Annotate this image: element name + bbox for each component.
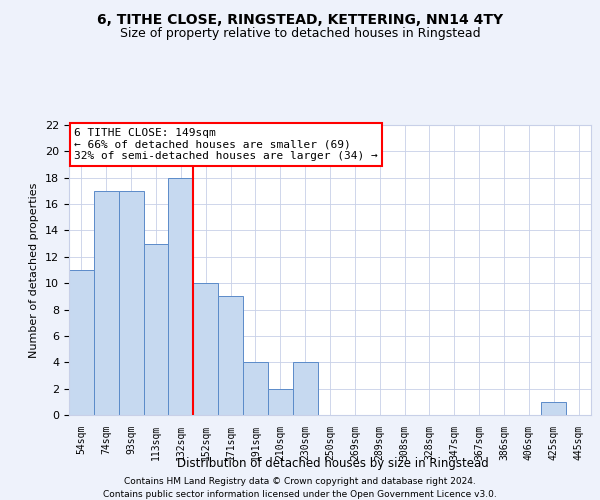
Bar: [268, 388, 293, 415]
Bar: [218, 296, 243, 415]
Y-axis label: Number of detached properties: Number of detached properties: [29, 182, 40, 358]
Bar: [69, 270, 94, 415]
Text: 6 TITHE CLOSE: 149sqm
← 66% of detached houses are smaller (69)
32% of semi-deta: 6 TITHE CLOSE: 149sqm ← 66% of detached …: [74, 128, 378, 161]
Text: Contains public sector information licensed under the Open Government Licence v3: Contains public sector information licen…: [103, 490, 497, 499]
Bar: [243, 362, 268, 415]
Bar: [119, 191, 143, 415]
Bar: [293, 362, 317, 415]
Bar: [169, 178, 193, 415]
Text: Size of property relative to detached houses in Ringstead: Size of property relative to detached ho…: [119, 28, 481, 40]
Text: Distribution of detached houses by size in Ringstead: Distribution of detached houses by size …: [177, 458, 489, 470]
Text: 6, TITHE CLOSE, RINGSTEAD, KETTERING, NN14 4TY: 6, TITHE CLOSE, RINGSTEAD, KETTERING, NN…: [97, 12, 503, 26]
Bar: [193, 283, 218, 415]
Bar: [541, 402, 566, 415]
Bar: [94, 191, 119, 415]
Bar: [143, 244, 169, 415]
Text: Contains HM Land Registry data © Crown copyright and database right 2024.: Contains HM Land Registry data © Crown c…: [124, 478, 476, 486]
